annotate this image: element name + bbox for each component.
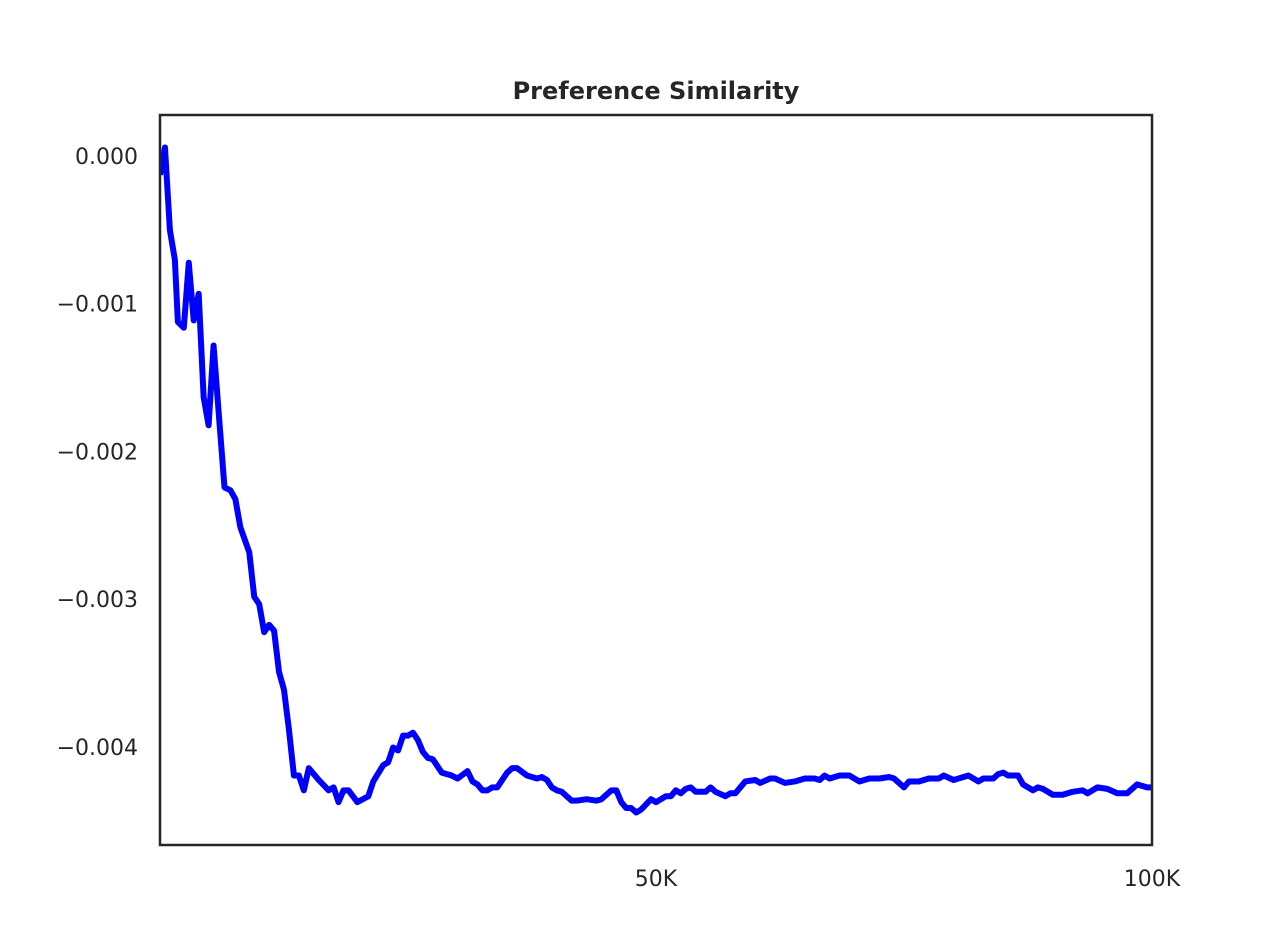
plot-frame bbox=[158, 113, 1154, 847]
y-tick-label: −0.003 bbox=[57, 588, 138, 613]
chart-title: Preference Similarity bbox=[513, 77, 800, 105]
y-tick-label: −0.002 bbox=[57, 440, 138, 465]
x-tick-label: 50K bbox=[635, 867, 678, 892]
line bbox=[160, 144, 1152, 816]
y-tick-label: 0.000 bbox=[75, 145, 138, 170]
y-tick-label: −0.001 bbox=[57, 293, 138, 318]
x-tick-label: 100K bbox=[1124, 867, 1181, 892]
y-tick-label: −0.004 bbox=[57, 736, 138, 761]
